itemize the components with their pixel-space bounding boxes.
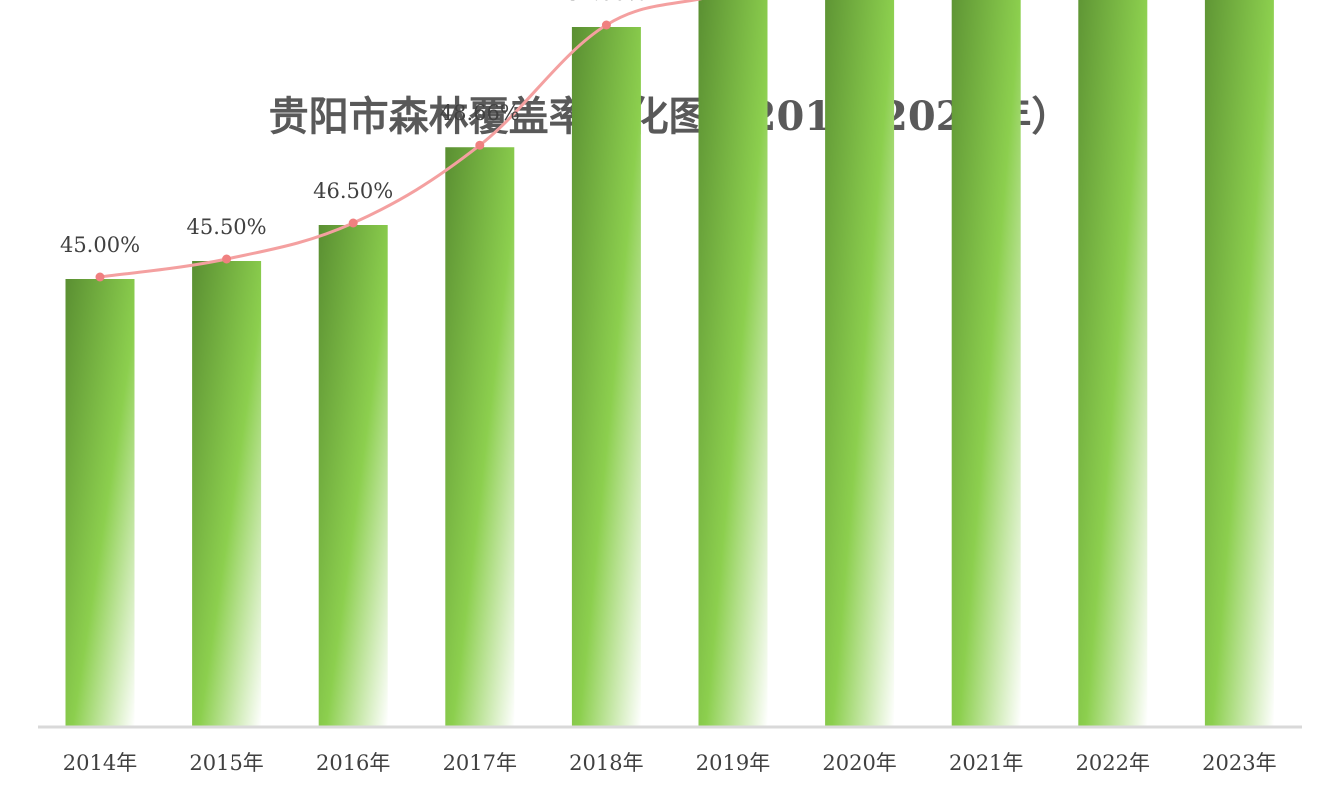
data-label-2015年: 45.50% (187, 215, 267, 239)
trend-point-2015年 (222, 254, 232, 264)
bar-2020年 (825, 0, 895, 727)
x-tick-2014年: 2014年 (63, 751, 137, 775)
bar-group (65, 0, 1274, 728)
bar-2021年 (951, 0, 1021, 728)
bar-2023年 (1204, 0, 1274, 727)
data-label-2017年: 48.66% (440, 101, 520, 125)
bar-2017年 (445, 147, 515, 728)
trend-line-group (95, 0, 703, 282)
trend-point-2018年 (601, 20, 611, 30)
bar-2019年 (698, 0, 768, 727)
chart-title: 贵阳市森林覆盖率变化图（2014–2023年） (269, 93, 1072, 140)
trend-point-2016年 (348, 218, 358, 228)
x-tick-2020年: 2020年 (822, 751, 896, 775)
x-tick-2018年: 2018年 (569, 751, 643, 775)
x-tick-2016年: 2016年 (316, 751, 390, 775)
bar-2015年 (192, 261, 262, 727)
trend-point-2017年 (475, 140, 485, 150)
x-tick-2023年: 2023年 (1202, 751, 1276, 775)
bar-2018年 (571, 27, 641, 727)
data-label-group: 45.00%45.50%46.50%48.66%52.00%53.00%55.0… (60, 0, 646, 257)
x-tick-2015年: 2015年 (189, 751, 263, 775)
data-label-2014年: 45.00% (60, 233, 140, 257)
bar-2016年 (318, 225, 388, 727)
x-tick-2021年: 2021年 (949, 751, 1023, 775)
data-label-2018年: 52.00% (566, 0, 646, 5)
trend-point-2014年 (95, 272, 105, 282)
x-tick-group: 2014年 2015年 2016年 2017年 2018年 2019年 2020年 2021年… (63, 751, 1277, 775)
bar-2014年 (65, 279, 135, 727)
x-tick-2019年: 2019年 (696, 751, 770, 775)
bar-2022年 (1078, 0, 1148, 727)
data-label-2016年: 46.50% (313, 179, 393, 203)
x-tick-2022年: 2022年 (1076, 751, 1150, 775)
trend-line (99, 0, 703, 279)
x-tick-2017年: 2017年 (443, 751, 517, 775)
